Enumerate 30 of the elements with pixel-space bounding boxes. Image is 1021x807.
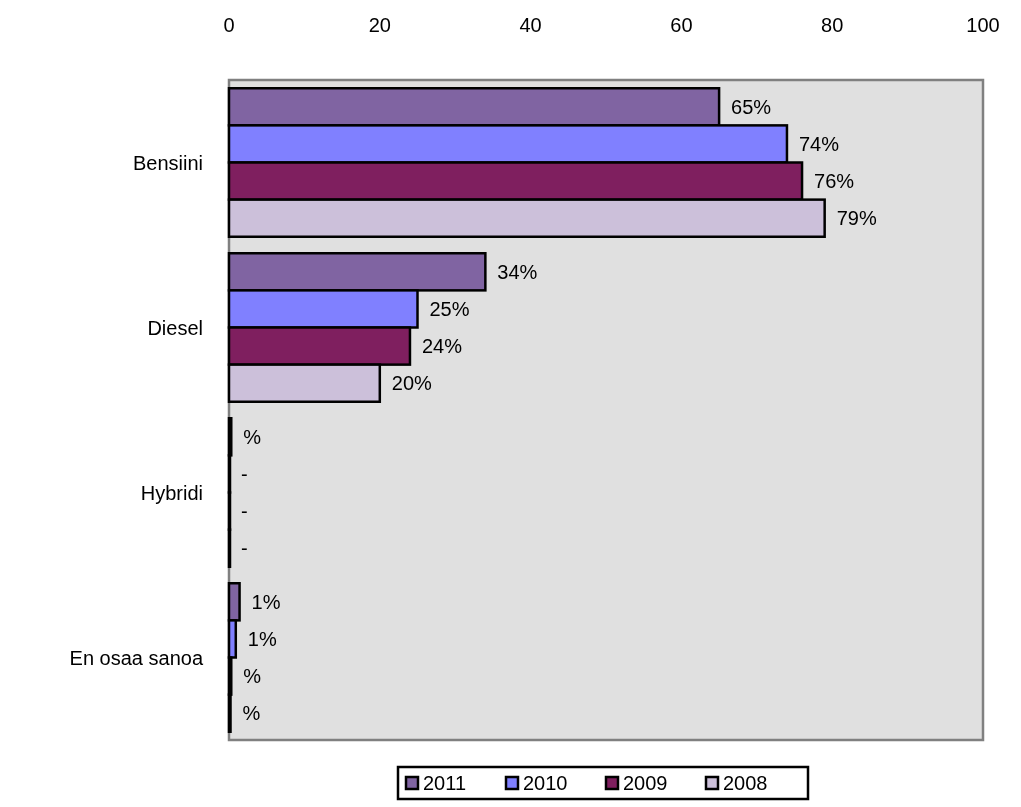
y-tick-label: Diesel [147, 316, 203, 339]
legend-label: 2008 [723, 772, 768, 794]
legend-label: 2011 [423, 772, 467, 794]
data-label: 74% [798, 132, 840, 155]
x-tick-label: 100 [966, 14, 1000, 36]
data-label: % [243, 665, 262, 688]
x-tick-label: 40 [519, 14, 542, 36]
data-label: % [243, 425, 262, 448]
legend-label: 2010 [523, 772, 568, 794]
data-label: 1% [251, 590, 281, 613]
data-label: 65% [731, 95, 772, 118]
data-label: % [242, 702, 261, 725]
x-tick-label: 20 [368, 14, 391, 36]
x-tick-label: 0 [223, 14, 235, 36]
data-label: 76% [814, 170, 855, 193]
data-label: 79% [836, 207, 877, 230]
data-label: 1% [247, 627, 277, 650]
data-label: - [241, 462, 248, 485]
data-label: - [241, 500, 248, 523]
data-label: 25% [429, 297, 470, 320]
x-tick-label: 60 [670, 14, 693, 36]
legend-label: 2009 [623, 772, 668, 794]
y-tick-label: En osaa sanoa [69, 646, 204, 669]
y-tick-label: Hybridi [140, 481, 203, 504]
data-label: 24% [421, 335, 463, 358]
x-tick-label: 80 [821, 14, 844, 36]
y-tick-label: Bensiini [132, 151, 203, 174]
data-label: 34% [497, 260, 538, 283]
data-label: - [241, 537, 248, 560]
data-label: 20% [391, 372, 433, 395]
